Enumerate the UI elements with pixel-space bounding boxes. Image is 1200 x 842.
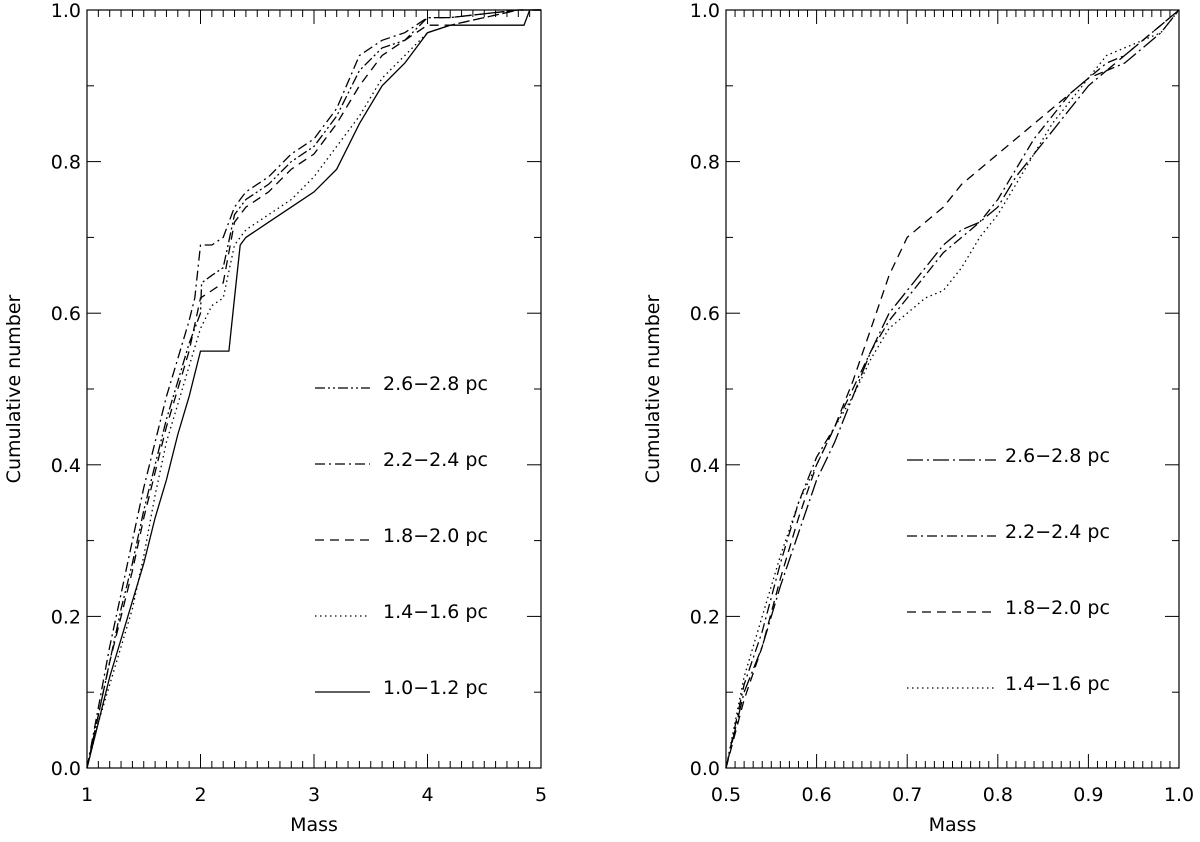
y-tick-label: 0.0 (51, 758, 81, 780)
x-tick-label: 0.8 (983, 784, 1013, 806)
legend-label-4: 1.4−1.6 pc (1005, 673, 1110, 695)
legend-label-3: 1.8−2.0 pc (1005, 597, 1110, 619)
y-tick-label: 1.0 (51, 0, 81, 22)
series-line-5 (86, 9, 541, 769)
y-tick-label: 0.2 (51, 606, 81, 628)
y-tick-label: 0.8 (690, 152, 720, 174)
x-tick-label: 0.6 (801, 784, 831, 806)
y-tick-label: 0.6 (51, 303, 81, 325)
x-tick-label: 1.0 (1164, 784, 1194, 806)
x-tick-label: 4 (421, 784, 433, 806)
x-tick-label: 0.9 (1073, 784, 1103, 806)
y-axis-label: Cumulative number (3, 294, 25, 483)
series-line-3 (725, 9, 1180, 769)
legend-label-1: 2.6−2.8 pc (383, 373, 488, 395)
legend-label-5: 1.0−1.2 pc (383, 677, 488, 699)
x-tick-label: 5 (535, 784, 547, 806)
legend-label-2: 2.2−2.4 pc (383, 449, 488, 471)
legend-label-4: 1.4−1.6 pc (383, 601, 488, 623)
legend-label-2: 2.2−2.4 pc (1005, 521, 1110, 543)
series-line-4 (725, 9, 1180, 769)
y-tick-label: 0.2 (690, 606, 720, 628)
x-tick-label: 0.5 (711, 784, 741, 806)
y-tick-label: 0.0 (690, 758, 720, 780)
y-tick-label: 0.4 (51, 455, 81, 477)
chart-panel-1: 1 2 3 4 5 0.0 0.2 0.4 0.6 0.8 1.0 Mass Cumulative nu… (3, 0, 547, 836)
x-tick-label: 2 (194, 784, 206, 806)
x-tick-label: 0.7 (892, 784, 922, 806)
x-axis-label: Mass (290, 814, 338, 836)
legend-label-1: 2.6−2.8 pc (1005, 445, 1110, 467)
y-tick-label: 1.0 (690, 0, 720, 22)
y-tick-label: 0.8 (51, 152, 81, 174)
series-line-3 (86, 9, 541, 769)
y-tick-label: 0.4 (690, 455, 720, 477)
x-tick-label: 1 (81, 784, 93, 806)
series-line-1 (86, 9, 541, 769)
chart-panel-2: 0.5 0.6 0.7 0.8 0.9 1.0 0.0 0.2 0.4 0.6 0.8 1.0 Mass… (642, 0, 1194, 836)
legend-label-3: 1.8−2.0 pc (383, 525, 488, 547)
plot-frame (725, 9, 1180, 769)
series-line-1 (725, 9, 1180, 769)
x-tick-label: 3 (308, 784, 320, 806)
series-line-2 (725, 9, 1180, 769)
y-axis-label: Cumulative number (642, 294, 664, 483)
y-tick-label: 0.6 (690, 303, 720, 325)
x-axis-label: Mass (929, 814, 977, 836)
